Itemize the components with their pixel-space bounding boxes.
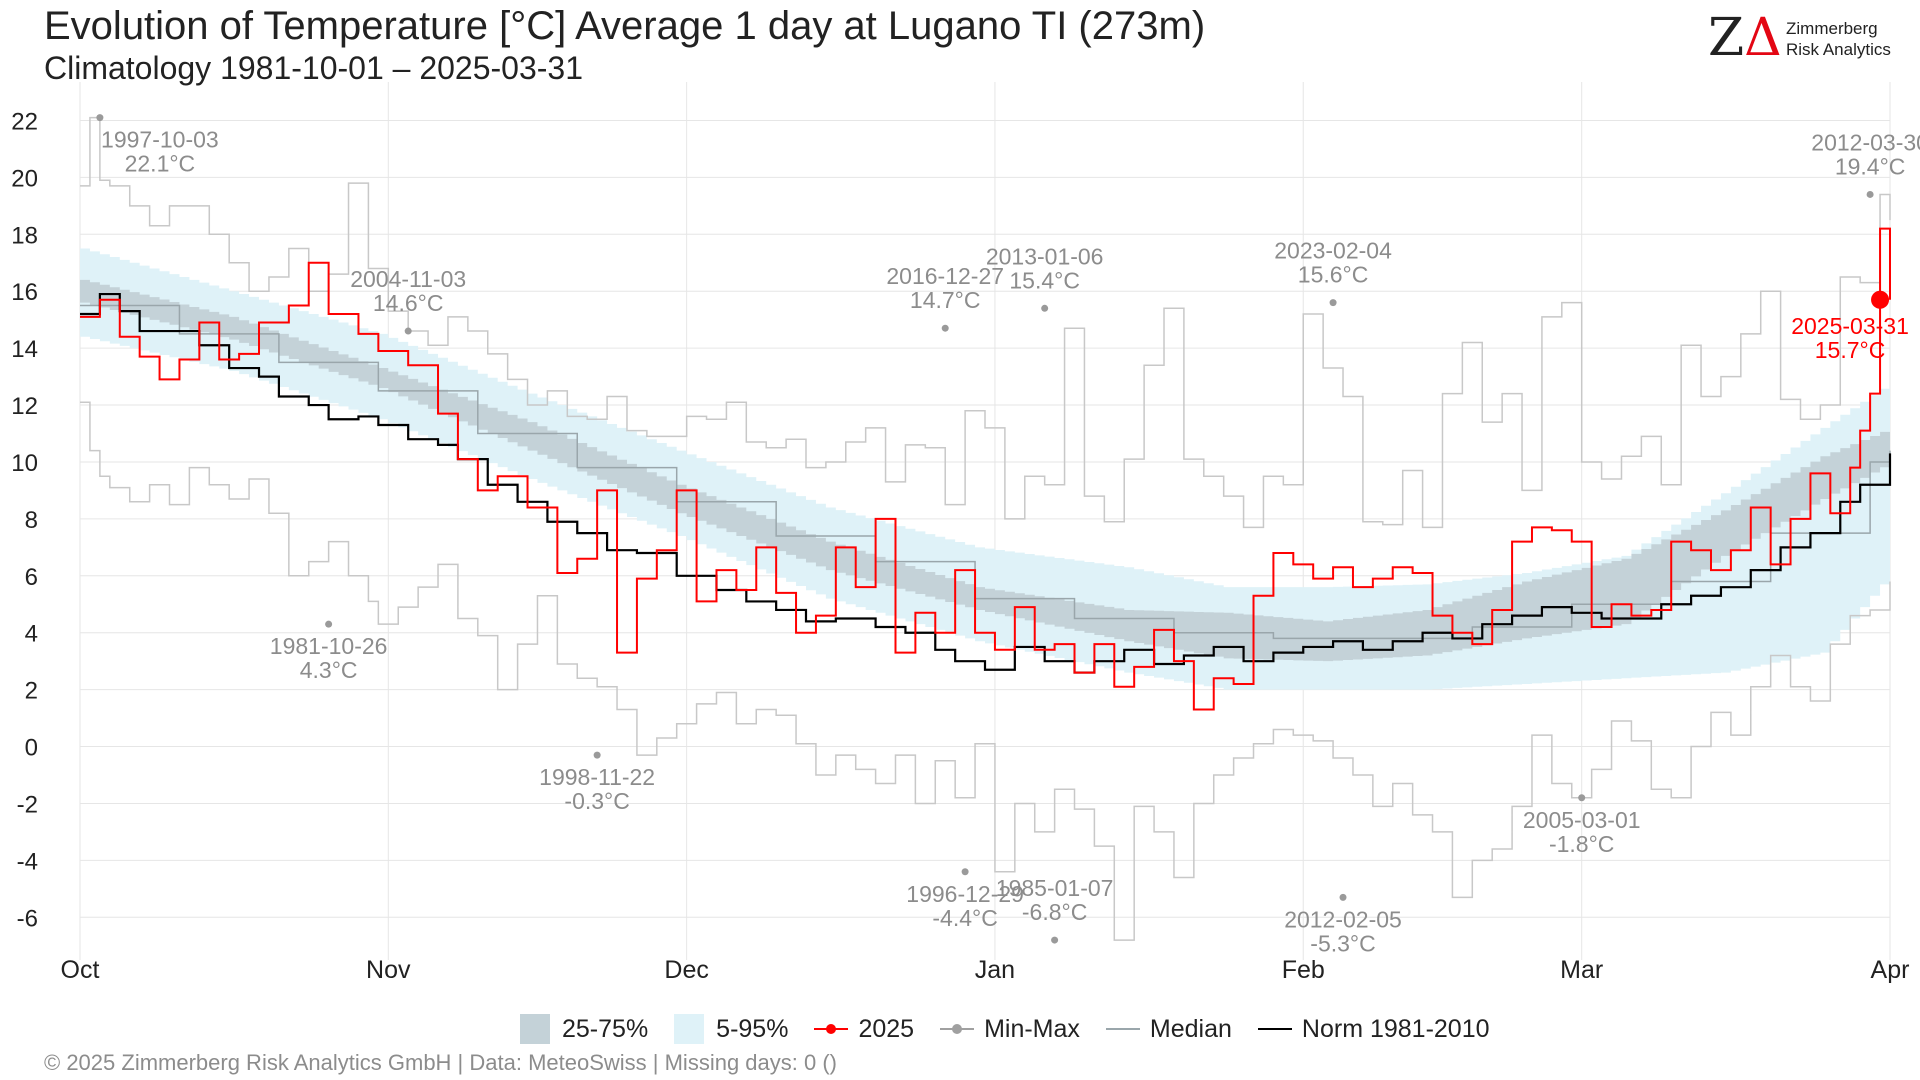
extreme-date-label: 2023-02-04 — [1274, 238, 1392, 264]
extreme-point — [96, 114, 104, 122]
legend-item: Median — [1105, 1014, 1232, 1044]
legend-label: Norm 1981-2010 — [1301, 1014, 1490, 1043]
min-line — [80, 401, 1891, 941]
legend-item: 5-95% — [674, 1014, 788, 1044]
percentile-bands — [80, 248, 1890, 690]
extreme-value-label: -5.3°C — [1310, 930, 1375, 956]
chart-legend: 25-75% 5-95% 2025 Min-Max Median Norm 1981-20… — [520, 1012, 1516, 1046]
legend-item: Min-Max — [940, 1015, 1080, 1044]
extreme-value-label: -6.8°C — [1022, 899, 1087, 925]
extreme-date-label: 1998-11-22 — [539, 764, 655, 790]
y-tick-label: 2 — [25, 678, 38, 705]
extreme-value-label: 14.6°C — [373, 290, 444, 316]
x-tick-label: Mar — [1560, 956, 1603, 984]
y-tick-label: 20 — [11, 165, 38, 192]
norm-line — [80, 292, 1892, 674]
extreme-value-label: -4.4°C — [932, 905, 997, 931]
y-tick-label: 18 — [11, 222, 38, 249]
extreme-value-label: 15.4°C — [1009, 267, 1080, 293]
chart-subtitle: Climatology 1981-10-01 – 2025-03-31 — [44, 50, 584, 86]
grid — [79, 82, 1891, 960]
legend-label: Min-Max — [984, 1014, 1080, 1043]
extreme-value-label: 19.4°C — [1835, 153, 1906, 179]
legend-swatch — [520, 1014, 550, 1044]
extreme-point — [593, 751, 601, 759]
extreme-value-label: 15.6°C — [1298, 262, 1369, 288]
extreme-date-label: 2013-01-06 — [986, 243, 1104, 269]
legend-label: 5-95% — [716, 1014, 789, 1043]
y-tick-label: 6 — [25, 564, 38, 591]
series-lines — [80, 116, 1892, 941]
y-tick-label: 10 — [11, 450, 38, 477]
extreme-point — [325, 620, 333, 628]
y-tick-label: 8 — [25, 507, 38, 534]
extreme-date-label: 1981-10-26 — [270, 633, 388, 659]
extreme-value-label: -0.3°C — [564, 788, 629, 814]
x-tick-label: Jan — [975, 956, 1015, 984]
y-tick-label: 0 — [25, 735, 38, 762]
legend-label: 25-75% — [562, 1014, 649, 1043]
legend-item: Norm 1981-2010 — [1257, 1014, 1490, 1044]
extreme-date-label: 1985-01-07 — [996, 875, 1114, 901]
y-tick-label: -2 — [17, 791, 38, 818]
extreme-value-label: 22.1°C — [125, 151, 196, 177]
legend-label: 2025 — [858, 1014, 915, 1043]
extreme-date-label: 2005-03-01 — [1523, 807, 1641, 833]
y-tick-label: 16 — [11, 279, 38, 306]
x-tick-label: Dec — [664, 956, 708, 984]
logo-name-line2: Risk Analytics — [1786, 40, 1891, 59]
y-tick-label: 22 — [11, 108, 38, 135]
y-tick-label: 4 — [25, 621, 38, 648]
x-tick-label: Oct — [61, 956, 100, 984]
footer-credits: © 2025 Zimmerberg Risk Analytics GmbH | … — [44, 1050, 837, 1075]
legend-label: Median — [1149, 1014, 1232, 1043]
y-tick-label: 12 — [11, 393, 38, 420]
chart-title: Evolution of Temperature [°C] Average 1 … — [44, 4, 1206, 48]
extreme-point — [1041, 304, 1049, 312]
legend-item: 25-75% — [520, 1014, 648, 1044]
extreme-point — [941, 324, 949, 332]
max-line — [80, 116, 1891, 529]
y-tick-label: -4 — [17, 848, 38, 875]
legend-swatch — [1257, 1019, 1292, 1039]
x-tick-label: Nov — [366, 956, 411, 984]
logo-name-line1: Zimmerberg — [1786, 19, 1878, 38]
current-point — [1871, 290, 1890, 309]
extreme-point — [404, 327, 412, 335]
extreme-value-label: -1.8°C — [1549, 831, 1614, 857]
extreme-date-label: 2004-11-03 — [350, 266, 466, 292]
legend-swatch — [1105, 1019, 1140, 1039]
extreme-value-label: 14.7°C — [910, 287, 981, 313]
extreme-value-label: 4.3°C — [300, 657, 358, 683]
extreme-point — [961, 868, 969, 876]
x-tick-label: Feb — [1282, 956, 1325, 984]
legend-swatch — [674, 1014, 705, 1044]
y-tick-label: -6 — [17, 905, 38, 932]
legend-swatch — [940, 1019, 975, 1039]
extreme-point — [1329, 299, 1337, 307]
legend-swatch — [814, 1019, 849, 1039]
extreme-date-label: 1996-12-29 — [906, 881, 1024, 907]
legend-item: 2025 — [814, 1015, 914, 1044]
extreme-date-label: 2012-02-05 — [1284, 906, 1402, 932]
logo-name: Zimmerberg Risk Analytics — [1786, 18, 1891, 60]
current-value-label: 15.7°C — [1815, 337, 1886, 363]
extreme-date-label: 2012-03-30 — [1811, 129, 1920, 155]
extreme-point — [1578, 794, 1586, 802]
logo-mark: ZΔ — [1708, 8, 1782, 68]
extreme-point — [1339, 893, 1347, 901]
company-logo: ZΔ Zimmerberg Risk Analytics — [1708, 10, 1908, 70]
extreme-date-label: 2016-12-27 — [886, 263, 1004, 289]
extreme-date-label: 1997-10-03 — [101, 127, 219, 153]
y-tick-label: 14 — [11, 336, 38, 363]
current-year-line — [80, 227, 1891, 711]
extreme-point — [1866, 190, 1874, 198]
current-date-label: 2025-03-31 — [1791, 313, 1909, 339]
x-tick-label: Apr — [1871, 956, 1910, 984]
extreme-point — [1051, 936, 1059, 944]
